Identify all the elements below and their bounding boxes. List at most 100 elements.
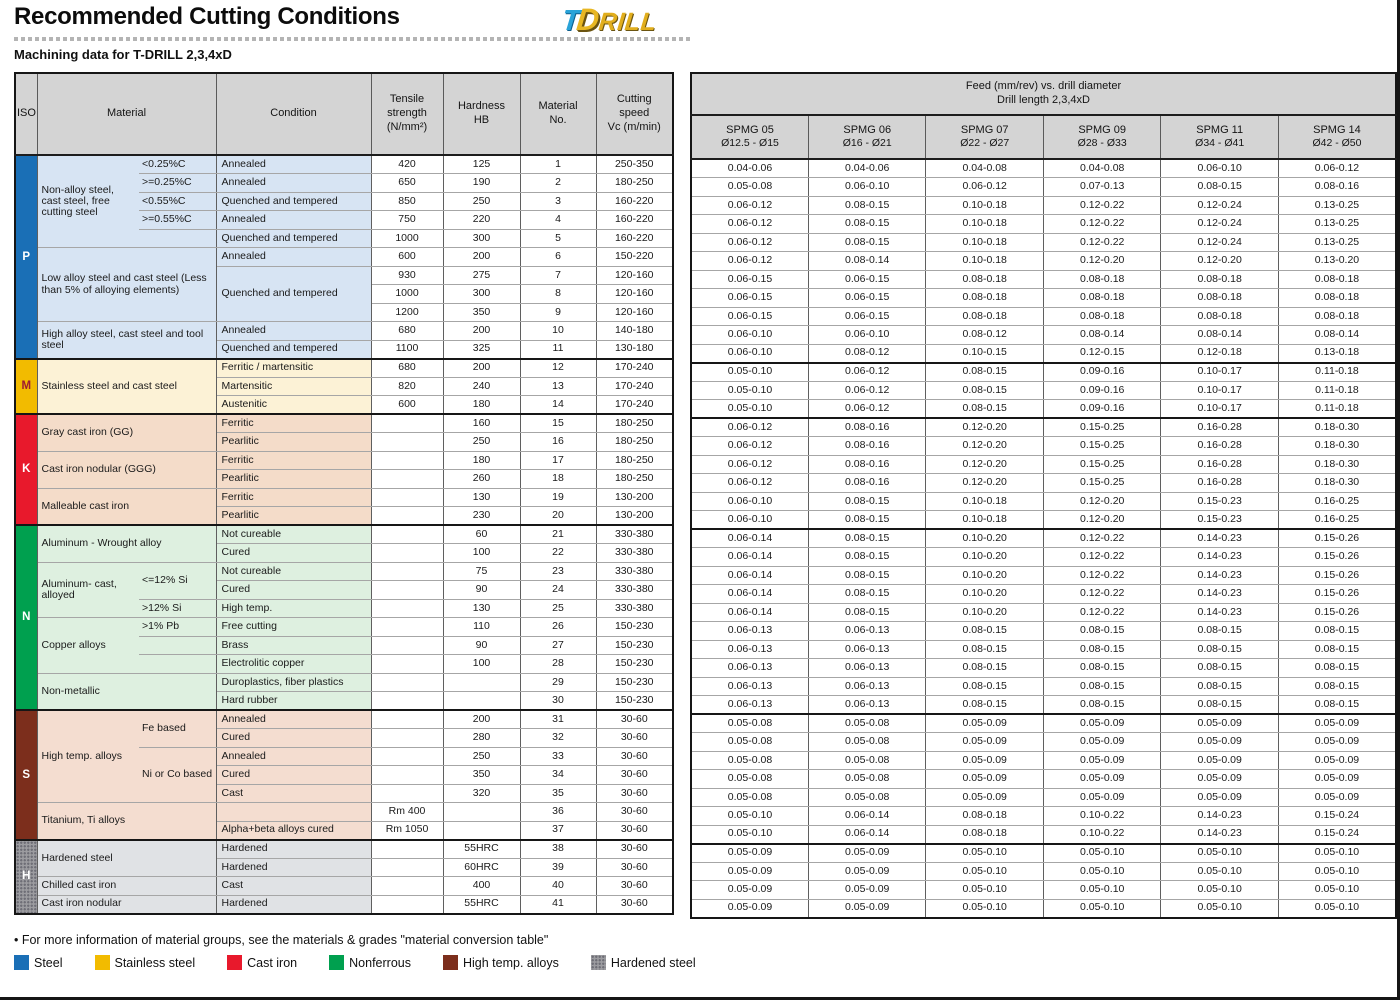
material-no-cell: 30 [519,691,597,711]
feed-cell: 0.08-0.15 [1277,658,1397,678]
cutting-speed-cell: 170-240 [595,395,674,415]
hardness-cell: 300 [442,284,521,304]
feed-cell: 0.08-0.15 [1160,621,1279,641]
cutting-speed-cell: 30-60 [595,894,674,914]
feed-row: 0.06-0.12 0.08-0.16 0.12-0.20 0.15-0.25 0.16… [690,417,1397,437]
hardness-cell: 55HRC [442,894,521,914]
iso-color-legend: Steel Stainless steel Cast iron Nonferrous H… [14,955,696,970]
feed-cell: 0.14-0.23 [1160,824,1279,844]
material-cell: Titanium, Ti alloys [36,802,217,840]
tensile-strength-cell [370,857,444,877]
feed-cell: 0.05-0.10 [925,861,1044,881]
feed-cell: 0.05-0.09 [1160,787,1279,807]
feed-cell: 0.05-0.10 [1160,842,1279,863]
material-row: S High temp. alloys Fe based Annealed 200 31 3… [14,709,674,840]
legend-swatch [442,955,458,970]
hardness-cell: 250 [442,432,521,452]
material-row: Malleable cast iron Ferritic 130 19 130-200 [15,487,674,526]
material-no-cell: 15 [519,413,597,433]
feed-cell: 0.06-0.13 [690,621,809,641]
condition-cell: Electrolitic copper [215,654,372,674]
condition-cell: Cured [215,728,372,748]
material-no-cell: 23 [519,561,597,581]
feed-row: 0.05-0.10 0.06-0.12 0.08-0.15 0.09-0.16 0.10… [690,380,1397,400]
hardness-cell: 240 [442,376,521,396]
feed-cell: 0.05-0.09 [1277,787,1397,807]
tensile-strength-cell [370,691,444,711]
feed-cell: 0.16-0.28 [1160,454,1279,474]
material-row: Quenched and tempered 1100 325 11 130-180 [15,339,674,359]
feed-cell: 0.06-0.13 [690,639,809,659]
material-row: M Stainless steel and cast steel Ferritic … [14,357,674,415]
hardness-cell: 130 [442,487,521,507]
feed-cell: 0.15-0.26 [1277,565,1397,585]
feed-cell: 0.05-0.08 [807,732,927,752]
feed-cell: 0.09-0.16 [1042,380,1162,400]
feed-cell: 0.08-0.18 [925,806,1044,826]
tensile-strength-cell [370,413,444,433]
feed-row: 0.06-0.15 0.06-0.15 0.08-0.18 0.08-0.18 0.08… [690,269,1397,289]
tensile-strength-cell [370,617,444,637]
material-spec-cell: Ni or Co based [139,746,217,803]
feed-cell: 0.04-0.06 [807,158,927,178]
feed-row: 0.05-0.08 0.05-0.08 0.05-0.09 0.05-0.09 0.05… [690,713,1397,733]
feed-cell: 0.12-0.20 [1042,510,1162,530]
feed-cell: 0.05-0.09 [807,842,927,863]
hardness-cell: 325 [442,339,521,359]
feed-cell: 0.06-0.12 [925,177,1044,197]
feed-cell: 0.05-0.08 [690,177,809,197]
feed-cell: 0.05-0.10 [690,806,809,826]
feed-cell: 0.08-0.18 [1042,306,1162,326]
feed-cell: 0.08-0.18 [1042,288,1162,308]
feed-cell: 0.08-0.15 [1160,177,1279,197]
feed-cell: 0.12-0.20 [925,473,1044,493]
material-no-cell: 4 [519,210,597,230]
feed-row: 0.06-0.14 0.08-0.15 0.10-0.20 0.12-0.22 0.14… [690,565,1397,585]
cutting-speed-cell: 130-180 [595,339,674,359]
feed-cell: 0.05-0.09 [807,898,927,918]
tensile-strength-cell [370,543,444,563]
feed-cell: 0.13-0.25 [1277,195,1397,215]
hardness-cell: 60 [442,524,521,544]
material-row: Aluminum- cast, alloyed <=12% Si Not curea… [15,561,674,618]
feed-cell: 0.08-0.15 [807,584,927,604]
hardness-cell: 250 [442,191,521,211]
material-spec-cell [139,635,217,655]
feed-row: 0.06-0.13 0.06-0.13 0.08-0.15 0.08-0.15 0.08… [690,658,1397,678]
header-material: Material [36,72,217,156]
feed-cell: 0.08-0.15 [1277,695,1397,715]
hardness-cell [442,820,521,840]
feed-cell: 0.08-0.16 [1277,177,1397,197]
feed-cell: 0.16-0.28 [1160,473,1279,493]
feed-cell: 0.08-0.18 [1277,288,1397,308]
feed-cell: 0.06-0.15 [690,288,809,308]
feed-cell: 0.11-0.18 [1277,380,1397,400]
feed-row: 0.05-0.08 0.05-0.08 0.05-0.09 0.05-0.09 0.05… [690,787,1397,807]
feed-cell: 0.06-0.10 [690,510,809,530]
material-cell: Hardened steel [36,838,217,877]
hardness-cell [442,691,521,711]
cutting-speed-cell: 160-220 [595,191,674,211]
page-title: Recommended Cutting Conditions [14,3,400,30]
material-cell: High alloy steel, cast steel and tool st… [36,321,217,359]
condition-cell: Brass [215,635,372,655]
feed-cell: 0.14-0.23 [1160,565,1279,585]
feed-cell: 0.05-0.09 [1277,732,1397,752]
material-row: Cured 90 24 330-380 [15,580,674,600]
feed-cell: 0.10-0.22 [1042,824,1162,844]
condition-cell: Free cutting [215,617,372,637]
feed-cell: 0.05-0.08 [690,750,809,770]
feed-cell: 0.09-0.16 [1042,361,1162,382]
feed-cell: 0.15-0.25 [1042,436,1162,456]
condition-cell: Quenched and tempered [215,265,372,322]
feed-row: 0.06-0.12 0.08-0.15 0.10-0.18 0.12-0.22 0.12… [690,214,1397,234]
feed-cell: 0.08-0.15 [1277,639,1397,659]
material-no-cell: 16 [519,432,597,452]
material-no-cell: 13 [519,376,597,396]
feed-cell: 0.14-0.23 [1160,528,1279,548]
feed-cell: 0.06-0.12 [807,361,927,382]
feed-cell: 0.05-0.09 [1277,713,1397,733]
feed-cell: 0.12-0.22 [1042,232,1162,252]
logo-letters-rill: RILL [597,8,658,36]
hardness-cell: 260 [442,469,521,489]
